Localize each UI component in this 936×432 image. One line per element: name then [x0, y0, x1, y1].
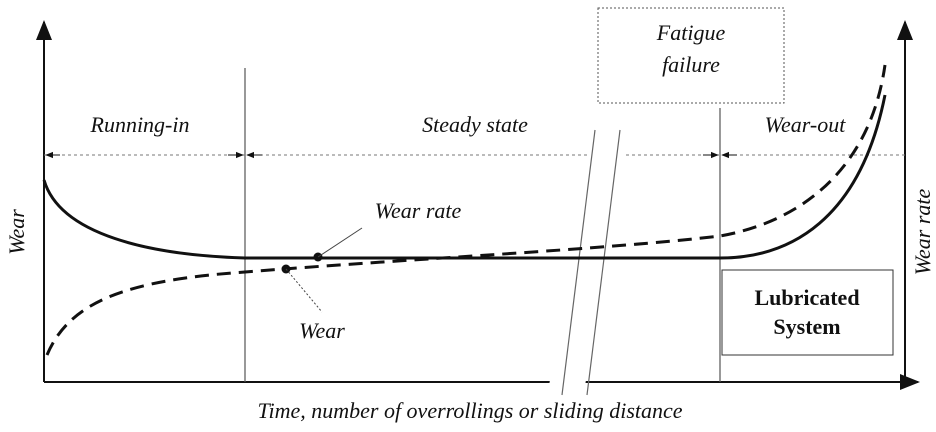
break-line	[586, 129, 621, 396]
axis-label: Time, number of overrollings or sliding …	[257, 398, 682, 423]
box-text: Fatigue	[656, 20, 726, 45]
break-line	[561, 129, 596, 396]
box-text: System	[773, 314, 840, 339]
system-box	[721, 269, 894, 356]
curve-label: Wear rate	[375, 198, 462, 223]
curve-label: Wear	[299, 318, 345, 343]
phase-label: Steady state	[422, 112, 528, 137]
pointer-line	[317, 227, 363, 258]
box-text: Lubricated	[754, 285, 859, 310]
phase-label: Wear-out	[765, 112, 847, 137]
phase-label: Running-in	[90, 112, 190, 137]
break-gap	[546, 125, 631, 400]
fatigue-box	[597, 7, 785, 104]
pointer-line	[285, 268, 323, 313]
wear-curve	[45, 64, 887, 356]
axis-label: Wear rate	[910, 188, 935, 275]
wear-rate-curve	[42, 94, 887, 260]
axis-label: Wear	[4, 209, 29, 255]
box-text: failure	[662, 52, 720, 77]
